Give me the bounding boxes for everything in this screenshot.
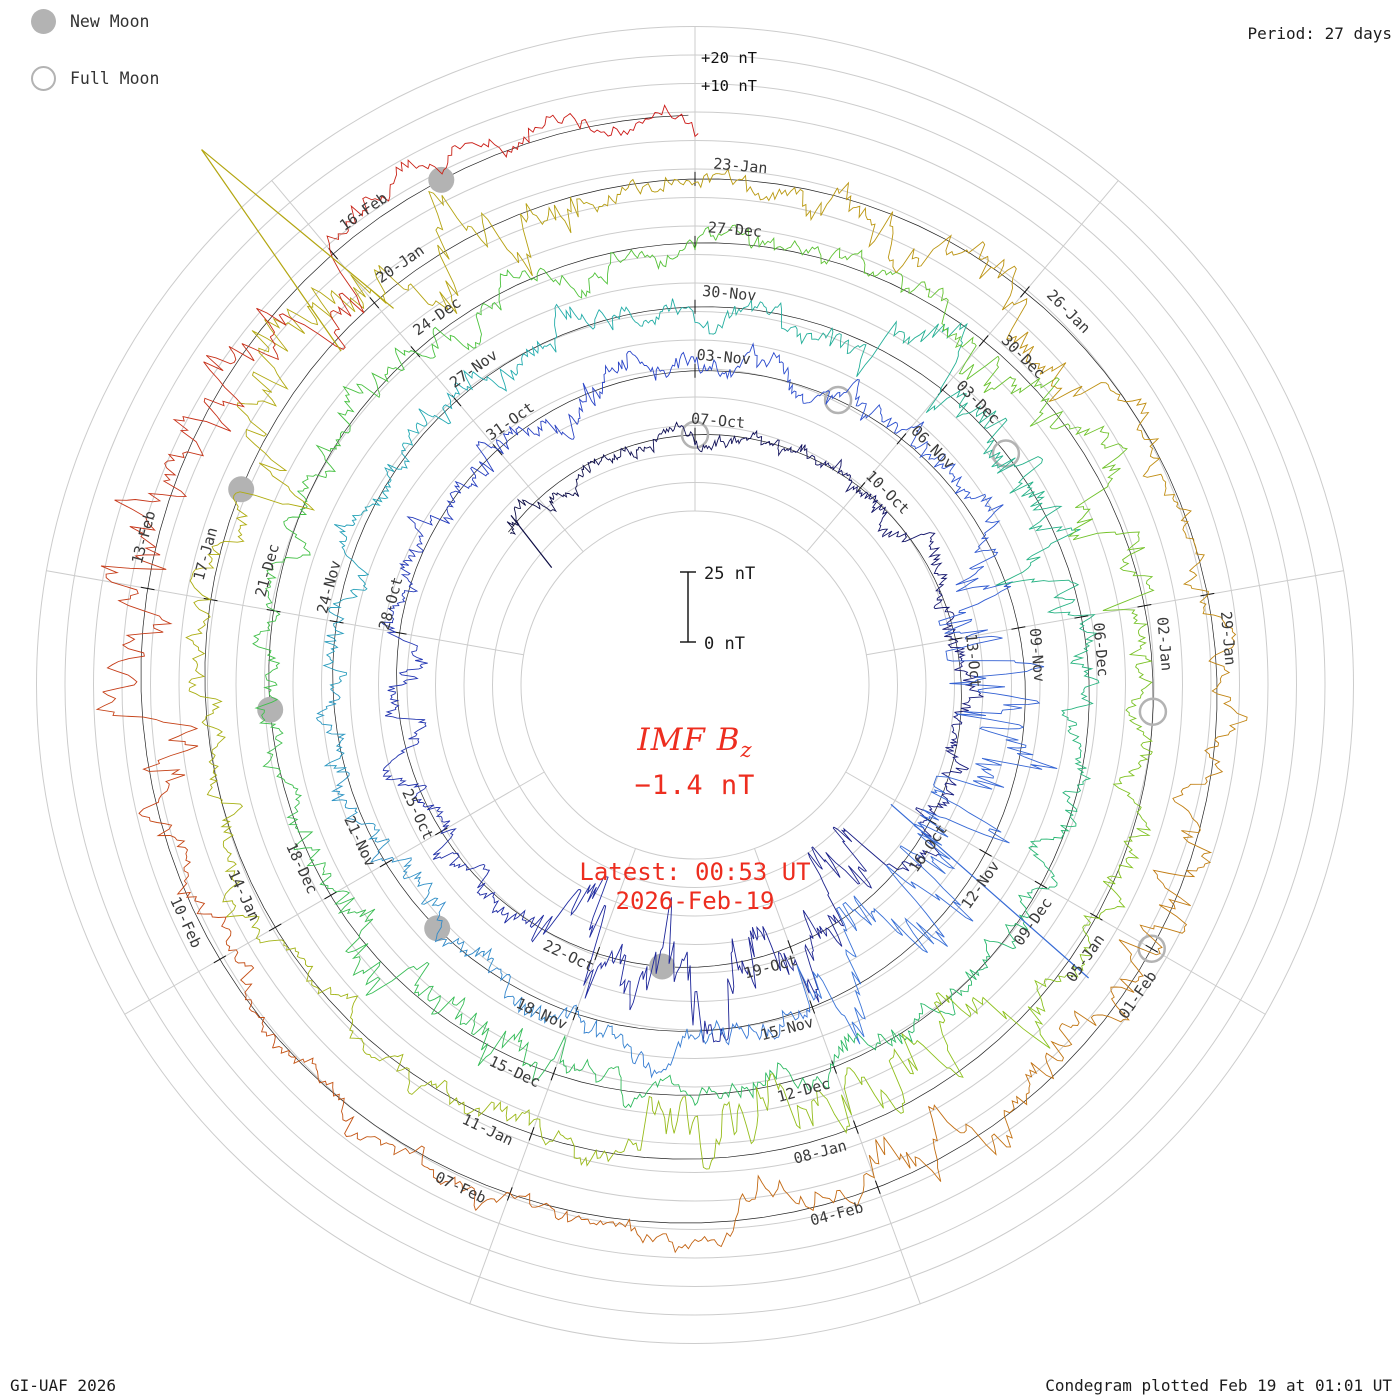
scale-bar-top-label: 25 nT xyxy=(704,564,755,584)
date-label: 12-Nov xyxy=(958,858,1004,913)
new-moon-marker xyxy=(428,166,455,193)
date-label: 06-Dec xyxy=(1089,622,1112,678)
date-label: 30-Nov xyxy=(702,282,758,305)
latest-time: Latest: 00:53 UT xyxy=(579,858,811,886)
period-label: Period: 27 days xyxy=(1247,24,1393,43)
artifact-spike xyxy=(510,515,553,568)
date-label: 04-Feb xyxy=(808,1198,865,1229)
date-label: 08-Jan xyxy=(792,1136,849,1167)
date-label: 15-Dec xyxy=(486,1052,543,1091)
ref-plus10-label: +10 nT xyxy=(701,77,757,95)
bz-trace xyxy=(95,104,1248,1254)
date-label: 03-Nov xyxy=(696,346,752,369)
date-label: 20-Jan xyxy=(373,241,428,287)
date-label: 17-Jan xyxy=(190,525,221,582)
plotted-timestamp: Condegram plotted Feb 19 at 01:01 UT xyxy=(1045,1376,1392,1395)
spoke-ticks xyxy=(140,171,1215,1201)
date-label: 16-Oct xyxy=(905,821,951,876)
credit-label: GI-UAF 2026 xyxy=(10,1376,116,1395)
date-label: 16-Feb xyxy=(336,189,391,235)
date-label: 30-Dec xyxy=(998,331,1049,382)
imf-bz-subscript: z xyxy=(740,738,753,763)
date-label: 13-Feb xyxy=(128,509,159,566)
imf-bz-title: IMF Bz xyxy=(637,722,752,762)
new-moon-marker xyxy=(424,915,451,942)
polar-grid xyxy=(36,26,1354,1344)
date-label: 22-Oct xyxy=(540,936,597,975)
imf-bz-title-text: IMF B xyxy=(637,722,741,758)
date-label: 09-Nov xyxy=(1026,627,1049,683)
new-moon-marker xyxy=(228,476,255,503)
date-label: 03-Dec xyxy=(952,376,1003,427)
ref-plus20-label: +20 nT xyxy=(701,49,757,67)
date-label: 19-Oct xyxy=(742,951,799,982)
full-moon-marker xyxy=(680,420,710,449)
new-moon-icon xyxy=(31,9,56,34)
artifact-spike xyxy=(201,149,342,352)
full-moon-marker xyxy=(1138,697,1168,726)
date-label: 24-Dec xyxy=(410,293,465,339)
date-label: 29-Jan xyxy=(1217,611,1240,667)
latest-block: Latest: 00:53 UT 2026-Feb-19 xyxy=(579,858,810,916)
latest-date: 2026-Feb-19 xyxy=(615,887,775,915)
date-label: 10-Oct xyxy=(862,467,913,518)
full-moon-marker xyxy=(823,385,853,415)
new-moon-marker xyxy=(257,696,284,723)
legend-new-moon: New Moon xyxy=(31,9,149,34)
date-label: 07-Oct xyxy=(690,409,746,432)
radial-scale: 25 nT 0 nT +20 nT +10 nT xyxy=(680,49,757,654)
scale-bar-bottom-label: 0 nT xyxy=(704,634,745,654)
imf-bz-value: −1.4 nT xyxy=(634,770,756,801)
artifact-spike xyxy=(201,149,394,309)
full-moon-marker xyxy=(1137,934,1166,963)
date-label: 23-Jan xyxy=(713,155,769,178)
legend-full-moon: Full Moon xyxy=(31,66,159,91)
baseline-spiral xyxy=(140,114,1218,1224)
full-moon-icon xyxy=(31,66,56,91)
date-label: 27-Dec xyxy=(707,218,763,241)
date-label: 13-Oct xyxy=(962,633,985,689)
artifact-spike xyxy=(890,803,1089,979)
date-label: 28-Oct xyxy=(375,575,406,632)
date-label: 02-Jan xyxy=(1153,616,1176,672)
date-label: 31-Oct xyxy=(483,398,538,444)
new-moon-label: New Moon xyxy=(70,12,150,31)
date-label: 18-Nov xyxy=(513,994,570,1033)
full-moon-label: Full Moon xyxy=(70,69,160,88)
